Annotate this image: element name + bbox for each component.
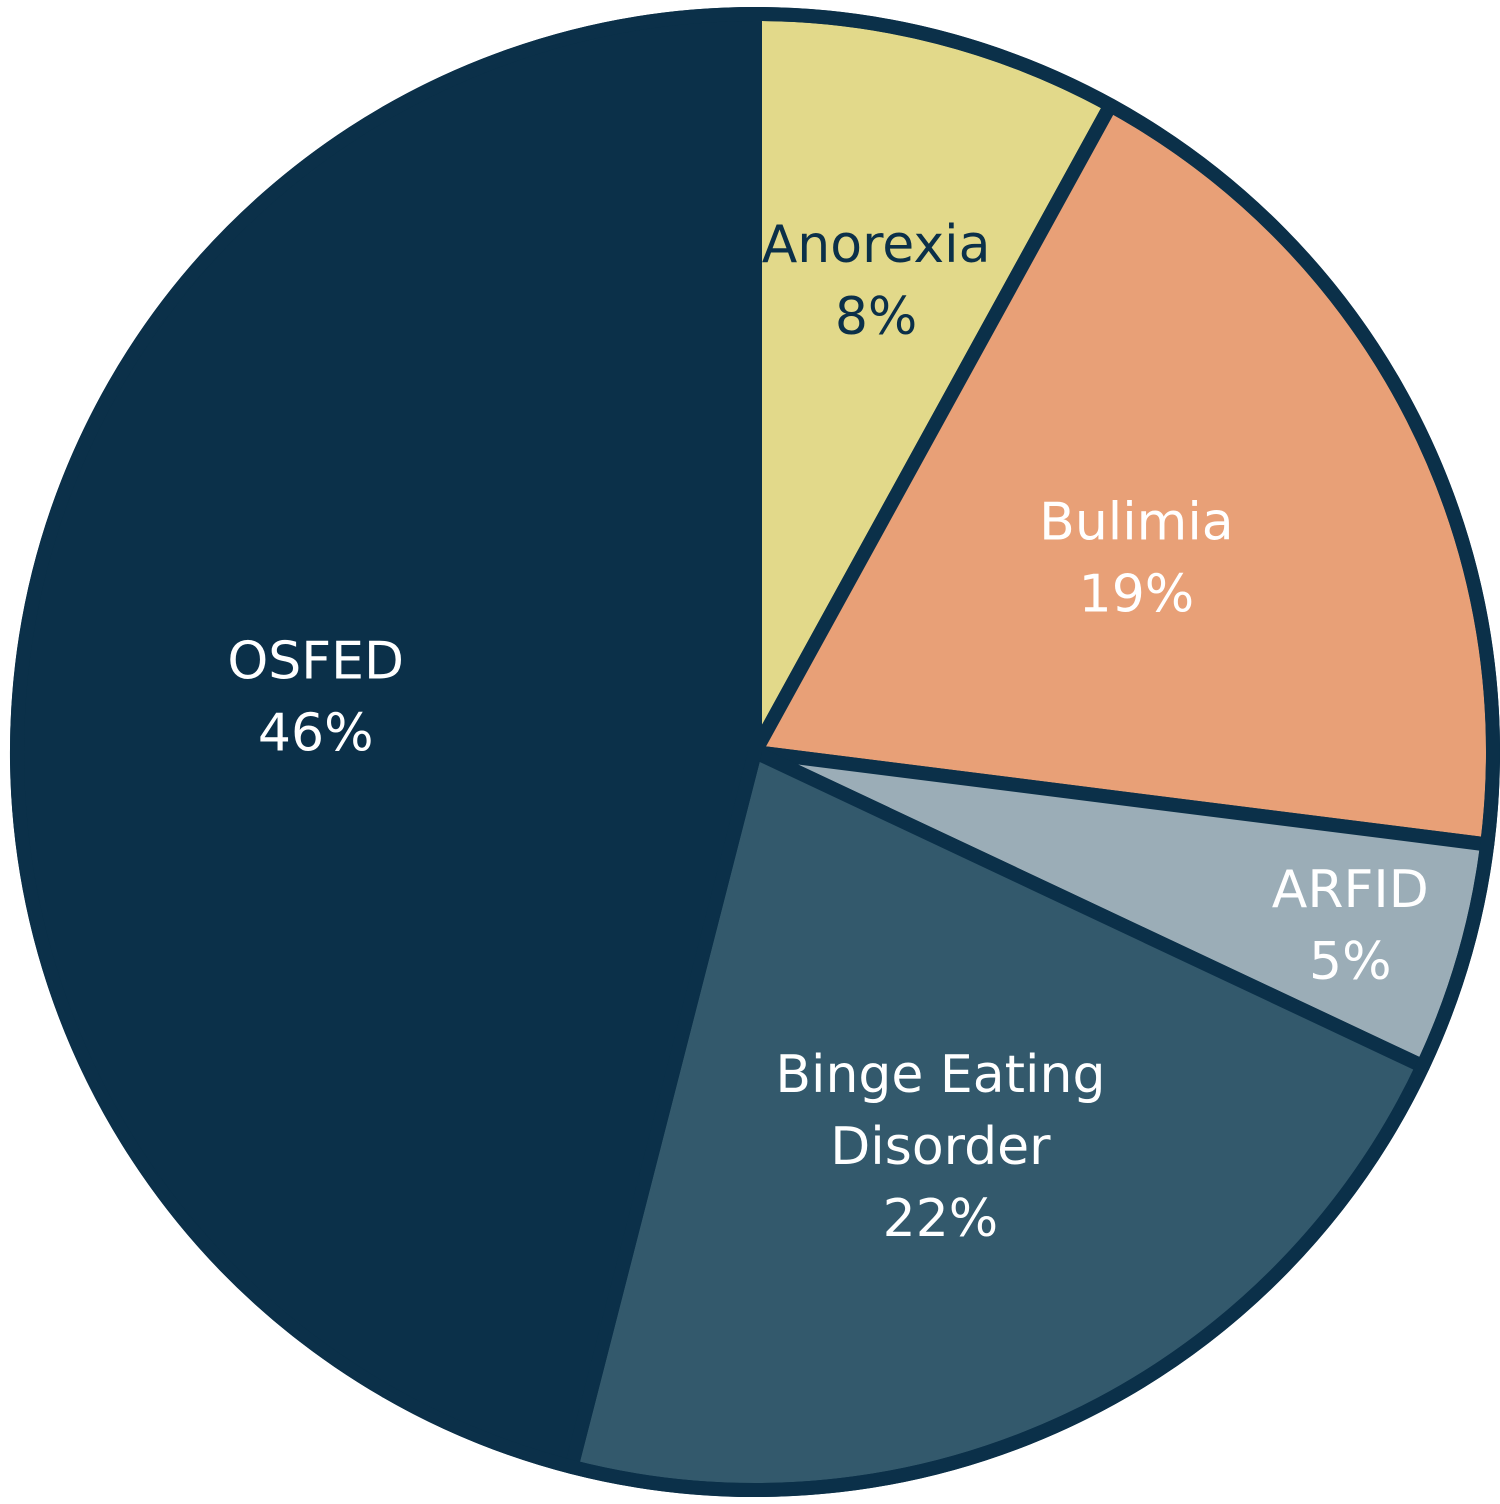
- slice-value-label: 8%: [835, 287, 918, 347]
- slices-layer: [10, 7, 1500, 1497]
- slice-label-group: Bulimia 19%: [1039, 493, 1234, 625]
- labels-layer: Anorexia 8% Bulimia 19% ARFID 5% Binge Eating D…: [227, 215, 1428, 1249]
- slice-value-label: 19%: [1079, 565, 1195, 625]
- slice-label-group: Anorexia 8%: [762, 215, 991, 347]
- slice-category-label: Bulimia: [1039, 493, 1234, 553]
- slice-category-label: Disorder: [830, 1117, 1051, 1177]
- slice-category-label: OSFED: [227, 632, 404, 692]
- slice-label-group: Binge Eating Disorder 22%: [775, 1045, 1105, 1249]
- slice-label-group: ARFID 5%: [1272, 860, 1429, 992]
- slice-value-label: 22%: [883, 1189, 999, 1249]
- pie-outline: [10, 7, 1500, 1497]
- slice-category-label: ARFID: [1272, 860, 1429, 920]
- slice-value-label: 5%: [1309, 932, 1392, 992]
- slice-category-label: Binge Eating: [775, 1045, 1105, 1105]
- slice-category-label: Anorexia: [762, 215, 991, 275]
- slice-label-group: OSFED 46%: [227, 632, 404, 764]
- slice-value-label: 46%: [258, 704, 374, 764]
